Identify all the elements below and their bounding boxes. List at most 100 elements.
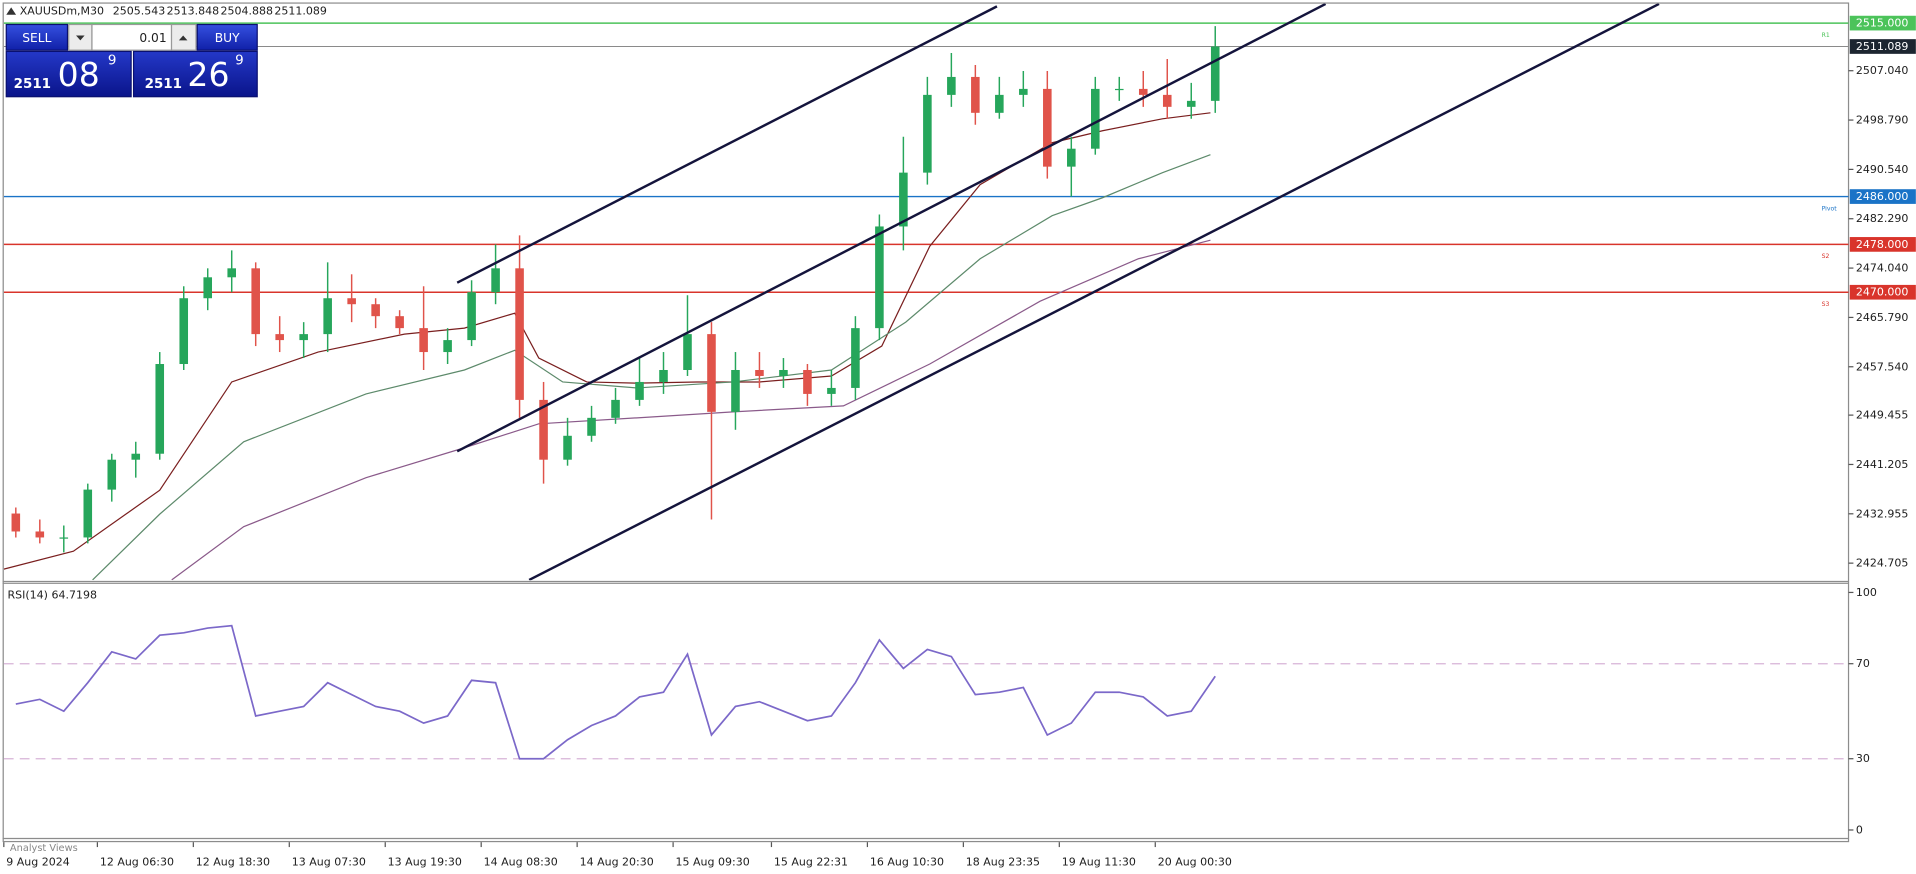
candle-body (1162, 94, 1172, 107)
ask-big[interactable]: 2511 (145, 77, 182, 92)
y-tick-label: 2498.790 (1856, 114, 1909, 127)
candle-body (923, 94, 932, 173)
bid-fraction[interactable]: 9 (108, 54, 117, 69)
footer-tab[interactable]: Analyst Views (10, 843, 78, 854)
y-tick-label: 2490.540 (1856, 163, 1909, 176)
candle-body (155, 364, 165, 454)
ohlc-value: 2513.848 (167, 5, 219, 18)
buy-button[interactable] (196, 23, 258, 51)
y-tick-label: 2507.040 (1856, 64, 1909, 77)
x-tick-label: 15 Aug 09:30 (676, 855, 750, 868)
candle-body (947, 76, 956, 95)
candle-body (827, 387, 836, 394)
y-tick-label: 2449.455 (1856, 409, 1909, 422)
candle-body (635, 381, 644, 400)
candle-body (1210, 46, 1220, 101)
candle-body (131, 453, 141, 460)
level-name: S3 (1822, 301, 1830, 308)
last-price-label: 2511.089 (1856, 40, 1909, 53)
bid-box[interactable] (5, 50, 132, 98)
candle-body (1138, 88, 1148, 95)
trendline (528, 3, 1660, 581)
candle-body (1019, 88, 1028, 95)
candle-body (467, 292, 476, 341)
y-tick-label: 100 (1856, 586, 1877, 599)
level-label: 2478.000 (1856, 238, 1909, 251)
rsi-plot (3, 624, 1849, 760)
price-plot (3, 3, 1849, 581)
candle-body (1091, 88, 1100, 149)
sell-label[interactable]: SELL (22, 31, 51, 45)
candle-body (203, 277, 213, 299)
candle-body (899, 172, 908, 227)
candle-body (107, 459, 117, 490)
candle-body (1067, 148, 1076, 167)
candle-body (275, 334, 284, 341)
candle-body (491, 268, 500, 293)
candle-body (1114, 88, 1124, 91)
candle-body (755, 369, 764, 376)
candle-body (299, 334, 308, 341)
y-tick-label: 2482.290 (1856, 212, 1909, 225)
x-tick-label: 16 Aug 10:30 (870, 855, 944, 868)
ask-pips[interactable]: 26 (187, 55, 229, 94)
candle-body (227, 268, 236, 278)
buy-label[interactable]: BUY (215, 31, 240, 45)
x-tick-label: 18 Aug 23:35 (966, 855, 1040, 868)
candle-body (611, 399, 620, 418)
x-tick-label: 20 Aug 00:30 (1158, 855, 1232, 868)
last-price-box (1849, 39, 1916, 54)
sell-button[interactable] (5, 23, 69, 51)
trendline (456, 5, 998, 284)
x-tick-label: 14 Aug 08:30 (484, 855, 558, 868)
trendline (456, 3, 1327, 453)
candle-body (443, 340, 452, 353)
bid-pips[interactable]: 08 (58, 55, 100, 94)
lot-value[interactable]: 0.01 (139, 31, 166, 45)
x-tick-label: 13 Aug 19:30 (388, 855, 462, 868)
y-tick-label: 2457.540 (1856, 360, 1909, 373)
candle-body (995, 94, 1004, 113)
level-name: S2 (1822, 253, 1830, 260)
chart-title: XAUUSDm,M30 (20, 5, 104, 18)
y-tick-label: 2432.955 (1856, 507, 1909, 520)
down-arrow (76, 35, 85, 41)
collapse-icon[interactable] (6, 7, 17, 15)
candle-body (395, 316, 404, 329)
x-tick-label: 12 Aug 06:30 (100, 855, 174, 868)
candle-body (875, 226, 884, 329)
ask-box[interactable] (132, 50, 258, 98)
ohlc-value: 2505.543 (113, 5, 166, 18)
level-label: 2470.000 (1856, 286, 1909, 299)
candle-body (803, 369, 812, 394)
rsi-current: 64.7198 (52, 588, 97, 601)
ask-fraction[interactable]: 9 (235, 54, 244, 69)
candle-body (539, 399, 548, 460)
bid-big[interactable]: 2511 (14, 77, 51, 92)
candle-body (587, 417, 596, 436)
trade-panel: SELL 0.01 BUY 2511 08 9 2511 26 9 (5, 23, 258, 98)
level-box (1849, 284, 1916, 300)
candle-body (515, 268, 524, 400)
y-tick-label: 2424.705 (1856, 557, 1909, 570)
lot-input[interactable] (91, 23, 173, 51)
candle-body (683, 334, 692, 370)
candle-body (563, 435, 572, 460)
level-label: 2515.000 (1856, 17, 1909, 30)
rsi-title: RSI(14) (7, 588, 47, 601)
y-tick-label: 30 (1856, 752, 1870, 765)
candle-body (419, 328, 428, 353)
y-tick-label: 2465.790 (1856, 311, 1909, 324)
candle-body (779, 369, 788, 376)
candle-body (1186, 100, 1196, 107)
frame (2, 2, 1850, 843)
candle-body (323, 298, 332, 335)
level-name: Pivot (1822, 205, 1838, 212)
candle-body (971, 76, 980, 113)
y-tick-label: 0 (1856, 823, 1863, 836)
candle-body (251, 268, 260, 335)
candle-body (707, 334, 716, 412)
x-tick-label: 13 Aug 07:30 (292, 855, 366, 868)
